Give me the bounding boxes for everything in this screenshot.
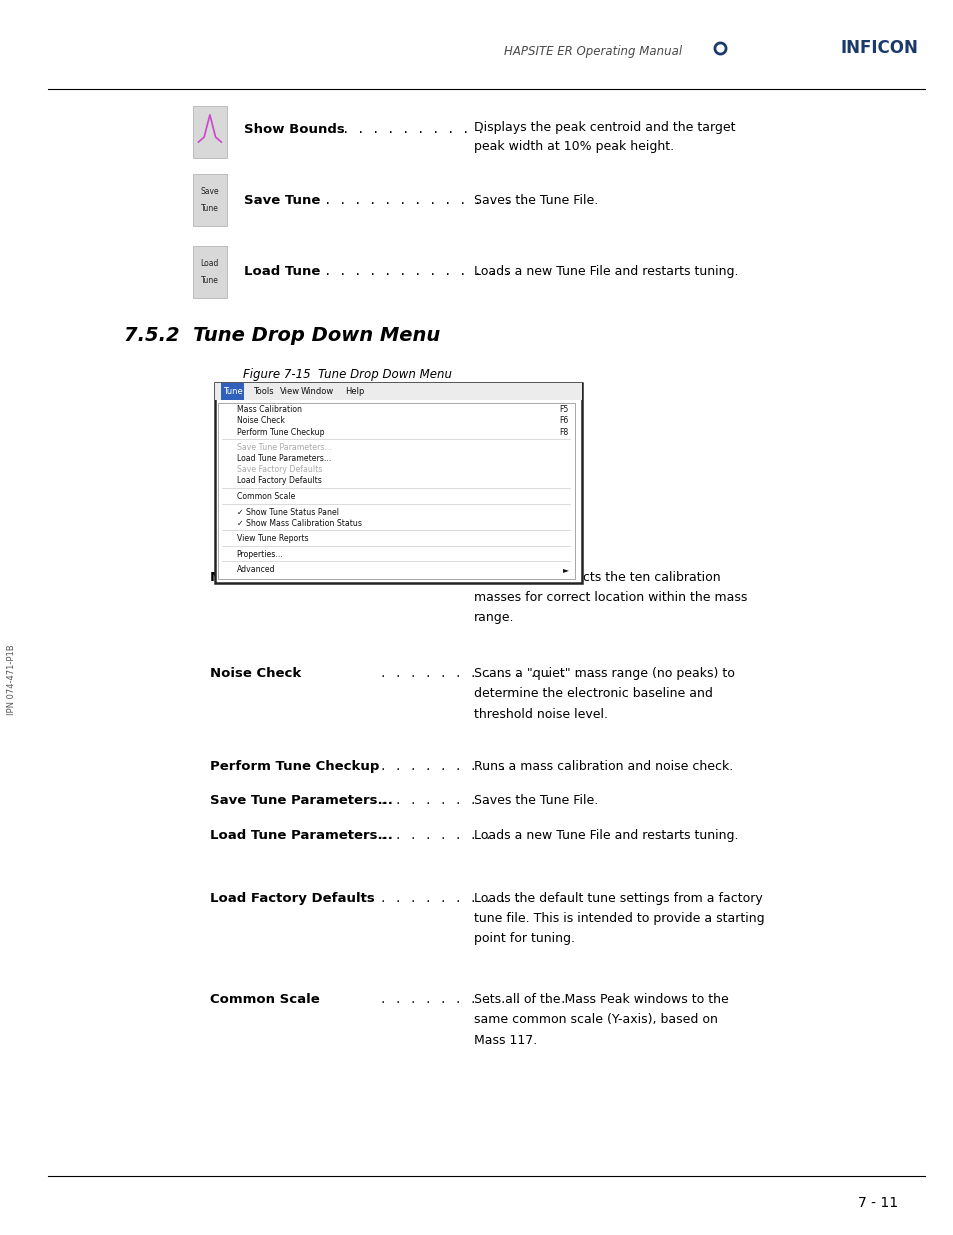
Text: . . . . . . . . . . . . . . .: . . . . . . . . . . . . . . .: [372, 667, 597, 680]
Text: Noise Check: Noise Check: [236, 416, 284, 425]
Text: Mass Calibration: Mass Calibration: [236, 405, 301, 414]
Text: Sets all of the Mass Peak windows to the: Sets all of the Mass Peak windows to the: [474, 993, 728, 1007]
Text: . . . . . . . . . . . . .: . . . . . . . . . . . . .: [324, 266, 512, 278]
Text: Saves the Tune File.: Saves the Tune File.: [474, 194, 598, 206]
Text: 7 - 11: 7 - 11: [857, 1195, 897, 1210]
FancyBboxPatch shape: [217, 403, 575, 579]
Text: Save Factory Defaults: Save Factory Defaults: [236, 466, 321, 474]
Text: Figure 7-15  Tune Drop Down Menu: Figure 7-15 Tune Drop Down Menu: [243, 368, 452, 380]
Text: determine the electronic baseline and: determine the electronic baseline and: [474, 687, 712, 700]
Text: Common Scale: Common Scale: [236, 492, 294, 501]
Text: Load Factory Defaults: Load Factory Defaults: [236, 477, 321, 485]
Text: Properties...: Properties...: [236, 550, 283, 558]
Text: Runs a mass calibration and noise check.: Runs a mass calibration and noise check.: [474, 760, 733, 773]
Text: IPN 074-471-P1B: IPN 074-471-P1B: [7, 643, 16, 715]
Text: threshold noise level.: threshold noise level.: [474, 708, 607, 721]
Text: Save Tune Parameters...: Save Tune Parameters...: [210, 794, 393, 808]
Text: Tune: Tune: [201, 204, 218, 214]
Text: peak width at 10% peak height.: peak width at 10% peak height.: [474, 141, 674, 153]
Text: tune file. This is intended to provide a starting: tune file. This is intended to provide a…: [474, 911, 764, 925]
Text: ✓ Show Tune Status Panel: ✓ Show Tune Status Panel: [236, 508, 338, 516]
Text: Loads the default tune settings from a factory: Loads the default tune settings from a f…: [474, 892, 762, 905]
Text: HAPSITE ER Operating Manual: HAPSITE ER Operating Manual: [503, 46, 681, 58]
Text: Tune: Tune: [201, 275, 218, 285]
Text: Save: Save: [200, 186, 219, 196]
Text: View: View: [279, 387, 300, 396]
Text: Loads a new Tune File and restarts tuning.: Loads a new Tune File and restarts tunin…: [474, 266, 738, 278]
Text: ►: ►: [562, 566, 568, 574]
Text: View Tune Reports: View Tune Reports: [236, 535, 308, 543]
FancyBboxPatch shape: [193, 246, 227, 298]
Text: masses for correct location within the mass: masses for correct location within the m…: [474, 590, 747, 604]
Text: Help: Help: [345, 387, 364, 396]
Text: Load: Load: [200, 258, 219, 268]
Text: Mass 117.: Mass 117.: [474, 1034, 537, 1047]
Text: F8: F8: [558, 427, 568, 436]
Text: Perform Tune Checkup: Perform Tune Checkup: [236, 427, 324, 436]
Text: Load Factory Defaults: Load Factory Defaults: [210, 892, 375, 905]
Text: Mass Calibration: Mass Calibration: [210, 571, 335, 584]
Text: . . . . . . . . .: . . . . . . . . .: [372, 760, 507, 773]
Text: . . . . . . . . . .: . . . . . . . . . .: [372, 892, 521, 905]
Text: Load Tune Parameters...: Load Tune Parameters...: [210, 829, 393, 842]
Text: same common scale (Y-axis), based on: same common scale (Y-axis), based on: [474, 1013, 718, 1026]
Text: Scans a "quiet" mass range (no peaks) to: Scans a "quiet" mass range (no peaks) to: [474, 667, 734, 680]
FancyBboxPatch shape: [193, 106, 227, 158]
Text: Load Tune: Load Tune: [244, 266, 320, 278]
Text: Tune: Tune: [223, 387, 242, 396]
Text: Tools: Tools: [253, 387, 274, 396]
Text: Displays the peak centroid and the target: Displays the peak centroid and the targe…: [474, 121, 735, 133]
Text: point for tuning.: point for tuning.: [474, 932, 575, 946]
Text: Noise Check: Noise Check: [210, 667, 301, 680]
Text: F6: F6: [558, 416, 568, 425]
FancyBboxPatch shape: [221, 383, 244, 400]
Text: Load Tune Parameters...: Load Tune Parameters...: [236, 454, 331, 463]
Text: Checks and corrects the ten calibration: Checks and corrects the ten calibration: [474, 571, 720, 584]
Text: ✓ Show Mass Calibration Status: ✓ Show Mass Calibration Status: [236, 519, 361, 527]
Text: . . . . . . . . . . . . . .: . . . . . . . . . . . . . .: [324, 194, 526, 206]
Text: . . . . . . . .: . . . . . . . .: [372, 829, 492, 842]
Text: Loads a new Tune File and restarts tuning.: Loads a new Tune File and restarts tunin…: [474, 829, 738, 842]
Text: Perform Tune Checkup: Perform Tune Checkup: [210, 760, 379, 773]
Text: range.: range.: [474, 611, 514, 625]
Text: Save Tune: Save Tune: [244, 194, 320, 206]
Text: Advanced: Advanced: [236, 566, 274, 574]
FancyBboxPatch shape: [193, 174, 227, 226]
Text: Window: Window: [301, 387, 334, 396]
Text: . . . . . . . . . . . . .: . . . . . . . . . . . . .: [372, 571, 559, 584]
Text: . . . . . . . . . .: . . . . . . . . . .: [341, 124, 483, 136]
Text: Show Bounds: Show Bounds: [244, 124, 345, 136]
Text: F5: F5: [558, 405, 568, 414]
Text: Saves the Tune File.: Saves the Tune File.: [474, 794, 598, 808]
Text: . . . . . . . . . . . . .: . . . . . . . . . . . . .: [372, 993, 566, 1007]
FancyBboxPatch shape: [214, 383, 581, 400]
Text: 7.5.2  Tune Drop Down Menu: 7.5.2 Tune Drop Down Menu: [124, 326, 439, 346]
Text: Common Scale: Common Scale: [210, 993, 319, 1007]
Text: Save Tune Parameters...: Save Tune Parameters...: [236, 443, 331, 452]
FancyBboxPatch shape: [214, 383, 581, 583]
Text: INFICON: INFICON: [840, 40, 918, 57]
Text: . . . . . . . .: . . . . . . . .: [372, 794, 492, 808]
